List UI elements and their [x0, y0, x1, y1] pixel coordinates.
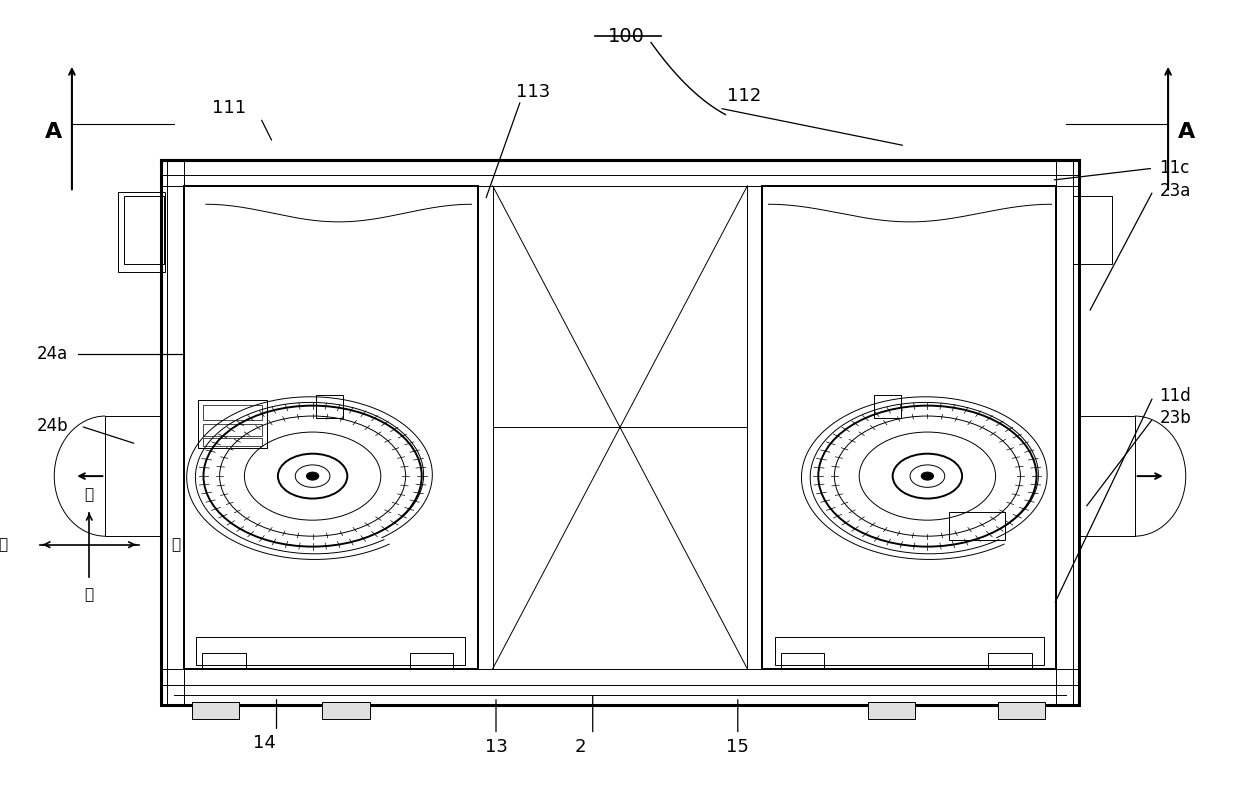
- Text: 后: 后: [0, 537, 7, 552]
- Text: 前: 前: [171, 537, 181, 552]
- Bar: [998, 702, 1045, 719]
- Text: 13: 13: [485, 738, 507, 755]
- Bar: [988, 653, 1032, 669]
- Bar: [124, 196, 164, 264]
- Text: 11d: 11d: [1159, 388, 1192, 405]
- Bar: [196, 637, 465, 665]
- Text: 24a: 24a: [37, 345, 68, 363]
- Bar: [1079, 416, 1135, 536]
- Text: 24b: 24b: [36, 417, 68, 435]
- Bar: [409, 653, 453, 669]
- Bar: [316, 395, 343, 417]
- Bar: [203, 438, 262, 446]
- Bar: [202, 653, 246, 669]
- Bar: [198, 400, 267, 448]
- Bar: [775, 637, 1044, 665]
- Bar: [192, 702, 239, 719]
- Text: 11c: 11c: [1159, 159, 1189, 177]
- Text: 右: 右: [84, 488, 94, 502]
- Bar: [203, 424, 262, 436]
- Text: A: A: [45, 123, 62, 142]
- Bar: [763, 186, 1056, 669]
- Text: A: A: [1178, 123, 1195, 142]
- Bar: [161, 160, 1079, 705]
- Bar: [105, 416, 161, 536]
- Circle shape: [921, 472, 934, 480]
- Bar: [322, 702, 370, 719]
- Text: 113: 113: [516, 83, 551, 101]
- Bar: [950, 512, 1004, 540]
- Text: 2: 2: [574, 738, 587, 755]
- Text: 100: 100: [608, 26, 645, 46]
- Bar: [1073, 196, 1112, 264]
- Text: 23a: 23a: [1159, 182, 1190, 199]
- Bar: [184, 186, 477, 669]
- Text: 左: 左: [84, 587, 94, 602]
- Bar: [203, 405, 262, 420]
- Text: 111: 111: [212, 99, 247, 117]
- Bar: [874, 395, 901, 417]
- Circle shape: [306, 472, 319, 480]
- Text: 15: 15: [727, 738, 749, 755]
- Text: 23b: 23b: [1159, 409, 1192, 427]
- Text: 112: 112: [727, 87, 761, 105]
- Bar: [868, 702, 915, 719]
- Bar: [118, 192, 165, 272]
- Bar: [781, 653, 825, 669]
- Text: 14: 14: [253, 735, 275, 752]
